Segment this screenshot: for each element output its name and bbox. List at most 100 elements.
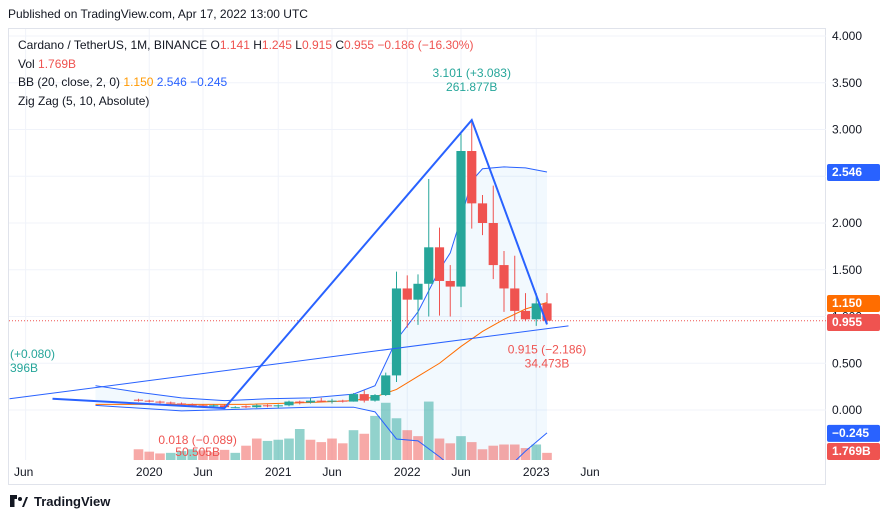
chart-legend: Cardano / TetherUS, 1M, BINANCE O1.141 H… xyxy=(18,36,473,110)
volume-bar xyxy=(509,444,520,460)
price-badge xyxy=(827,314,880,331)
volume-bar xyxy=(230,452,241,460)
low-label: L xyxy=(295,38,302,52)
volume-bar xyxy=(402,430,413,460)
x-axis-tick-label: 2023 xyxy=(523,465,550,479)
ohlc-row: Cardano / TetherUS, 1M, BINANCE O1.141 H… xyxy=(18,36,473,55)
chart-frame xyxy=(8,28,826,485)
x-axis-tick-label: Jun xyxy=(451,465,470,479)
bb-upper-value: 2.546 xyxy=(156,75,187,89)
volume-bar xyxy=(380,402,391,460)
volume-bar xyxy=(144,451,155,460)
volume-bar xyxy=(208,452,219,460)
price-badge xyxy=(827,163,880,181)
zigzag-row[interactable]: Zig Zag (5, 10, Absolute) xyxy=(18,92,473,111)
y-axis-tick-label: 1.500 xyxy=(832,263,862,277)
volume-bar xyxy=(187,449,198,460)
volume-bar xyxy=(499,444,509,460)
price-badge xyxy=(827,295,880,312)
candle-body xyxy=(510,288,520,311)
open-value: 1.141 xyxy=(219,38,250,52)
x-axis-tick-label: Jun xyxy=(322,465,341,479)
candle-body xyxy=(273,405,283,407)
volume-bar xyxy=(413,436,423,460)
volume-bar xyxy=(488,445,499,460)
y-axis-tick-label: 0.000 xyxy=(832,403,862,417)
x-axis-tick-label: Jun xyxy=(193,465,212,479)
tradingview-icon xyxy=(10,494,28,507)
volume-bar xyxy=(423,401,434,460)
zigzag-label-volume: 261.877B xyxy=(446,80,497,94)
symbol-title[interactable]: Cardano / TetherUS, 1M, BINANCE xyxy=(18,38,208,52)
candle-body xyxy=(284,401,294,406)
candle-body xyxy=(187,404,197,406)
candle-body xyxy=(359,394,369,401)
volume-bar xyxy=(445,443,456,460)
price-pane: 3.101 (+3.083)261.877B 0.915 (−2.186)34.4… xyxy=(9,29,826,460)
candle-body xyxy=(295,401,305,403)
candle-body xyxy=(198,405,208,407)
zigzag-label-value: 3.101 (+3.083) xyxy=(433,66,511,80)
volume-bar xyxy=(284,438,294,460)
high-label: H xyxy=(253,38,262,52)
volume-bar xyxy=(305,439,316,460)
candle-body xyxy=(209,405,219,407)
y-axis-tick-label: 3.500 xyxy=(832,76,862,90)
volume-bar xyxy=(348,430,359,460)
volume-bar xyxy=(520,448,531,460)
close-label: C xyxy=(335,38,345,52)
volume-value: 1.769B xyxy=(38,56,77,71)
high-value: 1.245 xyxy=(261,38,292,52)
y-axis-tick-label: 3.000 xyxy=(832,123,862,137)
volume-bar xyxy=(262,440,273,460)
price-badge-label: 1.150 xyxy=(832,296,862,310)
volume-bar xyxy=(434,438,445,460)
candle-body xyxy=(499,265,509,289)
candle-body xyxy=(316,400,326,402)
trend-line xyxy=(9,325,569,400)
volume-row[interactable]: Vol 1.769B xyxy=(18,55,473,74)
price-badge xyxy=(827,424,880,442)
zigzag-label: Zig Zag (5, 10, Absolute) xyxy=(18,93,150,108)
zigzag-label-volume: 396B xyxy=(10,361,38,375)
tradingview-logo[interactable]: TradingView xyxy=(10,494,110,509)
candle-body xyxy=(370,395,380,401)
x-axis-tick-label: 2022 xyxy=(394,465,421,479)
price-badge-label: −0.245 xyxy=(832,426,869,440)
candle-body xyxy=(413,283,423,300)
volume-bar xyxy=(477,449,488,460)
candle-body xyxy=(305,400,316,403)
change-value: −0.186 (−16.30%) xyxy=(377,38,474,52)
price-badge-label: 0.955 xyxy=(832,315,862,329)
y-axis-tick-label: 0.500 xyxy=(832,356,862,370)
bb-row[interactable]: BB (20, close, 2, 0) 1.150 2.546 −0.245 xyxy=(18,73,473,92)
candle-body xyxy=(477,203,488,223)
volume-bar xyxy=(294,429,305,460)
candle-body xyxy=(338,400,348,402)
candle-body xyxy=(434,247,445,281)
bb-basis-line xyxy=(95,301,548,405)
tradingview-brand: TradingView xyxy=(34,494,111,509)
bb-label: BB (20, close, 2, 0) xyxy=(18,75,121,89)
bb-basis-value: 1.150 xyxy=(123,75,154,89)
y-axis-tick-label: 4.000 xyxy=(832,29,862,43)
volume-bar xyxy=(337,443,348,460)
volume-bar xyxy=(273,439,284,460)
volume-bar xyxy=(133,449,144,460)
candle-body xyxy=(133,399,144,401)
volume-bar xyxy=(542,452,552,460)
volume-bar xyxy=(219,449,230,460)
candle-body xyxy=(542,303,552,321)
candle-body xyxy=(241,406,251,408)
candle-body xyxy=(520,310,531,320)
candle-body xyxy=(381,375,391,396)
candle-body xyxy=(155,401,165,403)
volume-bar xyxy=(241,445,251,460)
candle-body xyxy=(166,402,176,404)
candle-body xyxy=(176,403,187,405)
price-badge xyxy=(827,443,880,460)
candle-body xyxy=(456,151,466,287)
zigzag-label-volume: 50.505B xyxy=(175,445,220,459)
volume-bar xyxy=(198,450,208,460)
volume-label: Vol xyxy=(18,56,35,71)
